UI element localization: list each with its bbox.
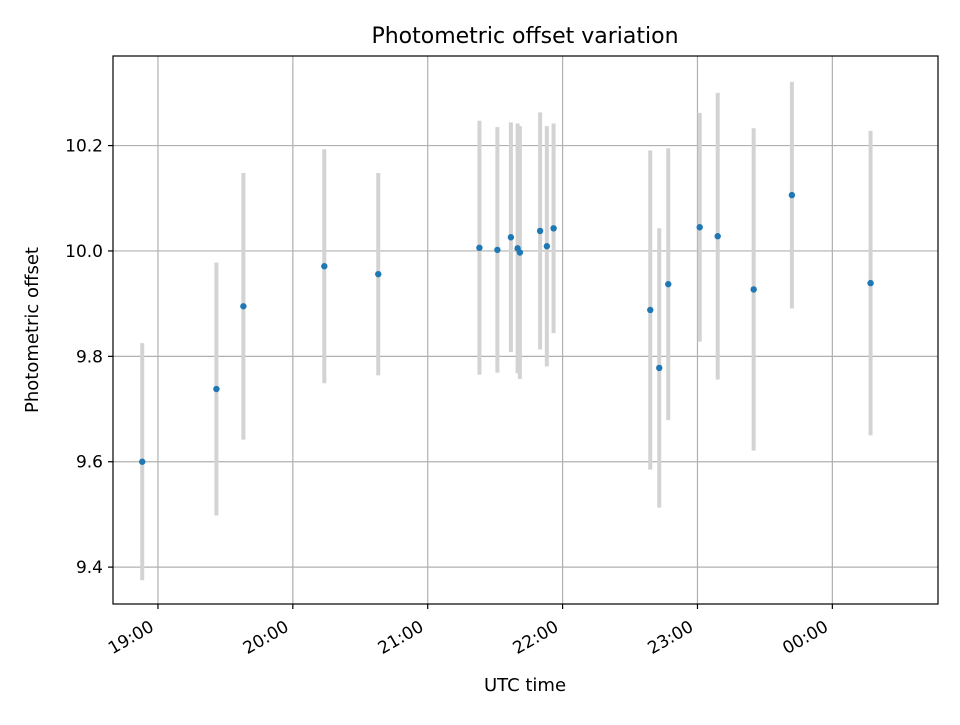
y-axis-label: Photometric offset <box>22 247 43 413</box>
data-point <box>788 191 796 199</box>
data-point <box>665 280 672 288</box>
data-point <box>543 243 551 250</box>
y-tick-label: 9.6 <box>76 453 103 473</box>
y-axis-ticks: 9.4 9.6 9.8 10.0 10.2 <box>65 137 113 578</box>
data-points <box>139 191 874 465</box>
data-point <box>375 270 382 278</box>
data-point <box>240 303 247 310</box>
y-tick-label: 9.8 <box>76 347 103 367</box>
x-axis-label: UTC time <box>484 675 566 696</box>
data-point <box>507 234 515 241</box>
data-point <box>494 246 501 254</box>
grid-lines <box>113 56 938 604</box>
y-tick-label: 10.0 <box>65 242 103 262</box>
data-point <box>656 364 663 372</box>
data-point <box>867 279 874 287</box>
chart-title: Photometric offset variation <box>371 24 678 49</box>
data-point <box>476 244 483 251</box>
y-tick-label: 10.2 <box>65 137 103 157</box>
y-tick-label: 9.4 <box>76 558 103 578</box>
data-point <box>550 225 557 232</box>
data-point <box>516 249 524 256</box>
data-point <box>321 263 328 270</box>
data-point <box>750 286 757 293</box>
data-point <box>213 385 220 393</box>
data-point <box>714 233 721 240</box>
data-point <box>647 306 654 314</box>
plot-frame <box>112 55 939 605</box>
data-point <box>139 458 146 465</box>
data-point <box>536 227 544 235</box>
data-point <box>696 224 703 231</box>
